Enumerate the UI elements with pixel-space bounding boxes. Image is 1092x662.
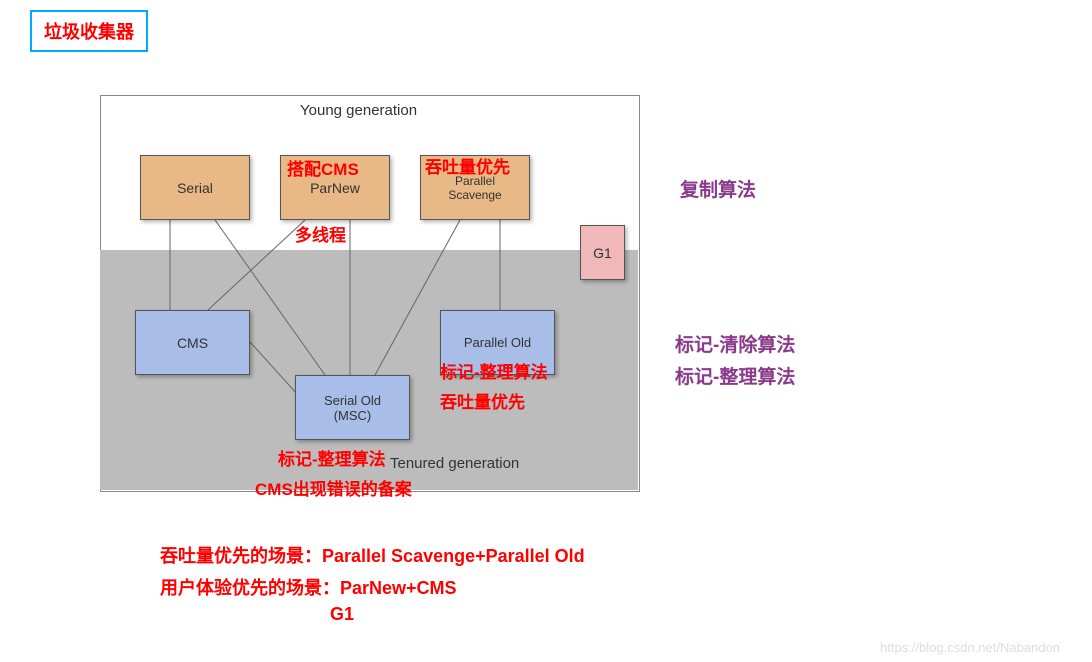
red-annotation-4: 吞吐量优先 [440,388,525,413]
summary-line-1: 用户体验优先的场景：ParNew+CMS [160,572,585,604]
red-annotation-5: 标记-整理算法 [278,445,386,470]
watermark-text: https://blog.csdn.net/Nabandon [880,640,1060,655]
young-generation-label: Young generation [300,102,417,119]
purple-annotation-1: 标记-清除算法 [675,330,795,357]
young-label-text: Young generation [300,102,417,119]
red-annotation-1: 多线程 [295,221,346,246]
node-g1: G1 [580,225,625,280]
node-parnew-label: ParNew [310,180,360,196]
node-parallelold-label: Parallel Old [464,335,531,350]
purple-annotation-0: 复制算法 [680,175,756,202]
tenured-label-text: Tenured generation [390,455,519,472]
summary-g1-text: G1 [330,604,354,624]
summary-g1: G1 [330,604,354,625]
node-cms-label: CMS [177,335,208,351]
title-box: 垃圾收集器 [30,10,148,52]
red-annotation-0: 搭配CMS [287,155,359,180]
node-serial: Serial [140,155,250,220]
red-annotation-3: 标记-整理算法 [440,358,548,383]
node-serialold-l2: (MSC) [334,408,372,423]
node-g1-label: G1 [593,245,612,261]
node-serial-old: Serial Old (MSC) [295,375,410,440]
watermark: https://blog.csdn.net/Nabandon [880,640,1060,655]
node-serialold-l1: Serial Old [324,393,381,408]
summary-line-0: 吞吐量优先的场景：Parallel Scavenge+Parallel Old [160,540,585,572]
node-serial-label: Serial [177,180,213,196]
red-annotation-6: CMS出现错误的备案 [255,475,412,500]
node-cms: CMS [135,310,250,375]
red-annotation-2: 吞吐量优先 [425,153,510,178]
title-text: 垃圾收集器 [44,22,134,42]
purple-annotation-2: 标记-整理算法 [675,362,795,389]
summary-block: 吞吐量优先的场景：Parallel Scavenge+Parallel Old用… [160,540,585,605]
tenured-generation-label: Tenured generation [390,455,519,472]
node-parscav-l2: Scavenge [448,188,501,202]
